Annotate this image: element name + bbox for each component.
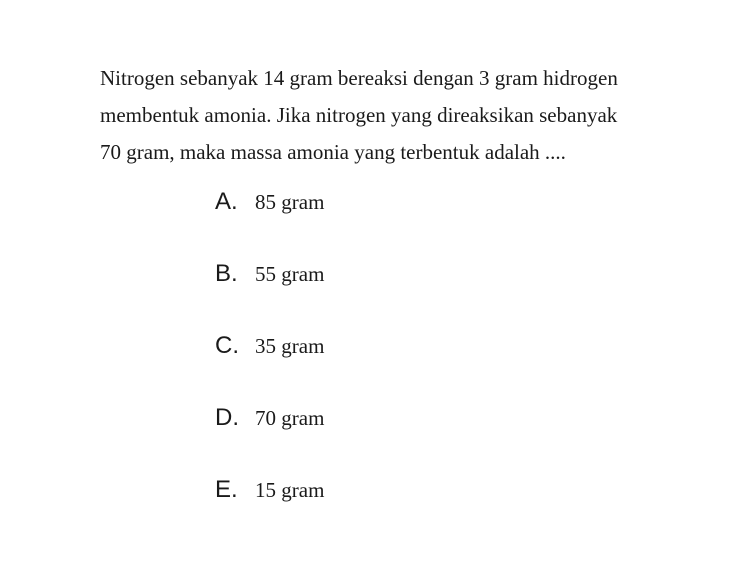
option-text: 85 gram (255, 190, 324, 215)
option-text: 55 gram (255, 262, 324, 287)
option-letter: B. (215, 260, 255, 288)
option-b[interactable]: B. 55 gram (215, 260, 667, 288)
question-text: Nitrogen sebanyak 14 gram bereaksi denga… (100, 60, 640, 170)
option-e[interactable]: E. 15 gram (215, 476, 667, 504)
option-text: 15 gram (255, 478, 324, 503)
option-d[interactable]: D. 70 gram (215, 404, 667, 432)
options-list: A. 85 gram B. 55 gram C. 35 gram D. 70 g… (100, 188, 667, 504)
option-letter: E. (215, 476, 255, 504)
option-letter: A. (215, 188, 255, 216)
option-a[interactable]: A. 85 gram (215, 188, 667, 216)
option-text: 70 gram (255, 406, 324, 431)
option-letter: C. (215, 332, 255, 360)
option-letter: D. (215, 404, 255, 432)
option-text: 35 gram (255, 334, 324, 359)
option-c[interactable]: C. 35 gram (215, 332, 667, 360)
